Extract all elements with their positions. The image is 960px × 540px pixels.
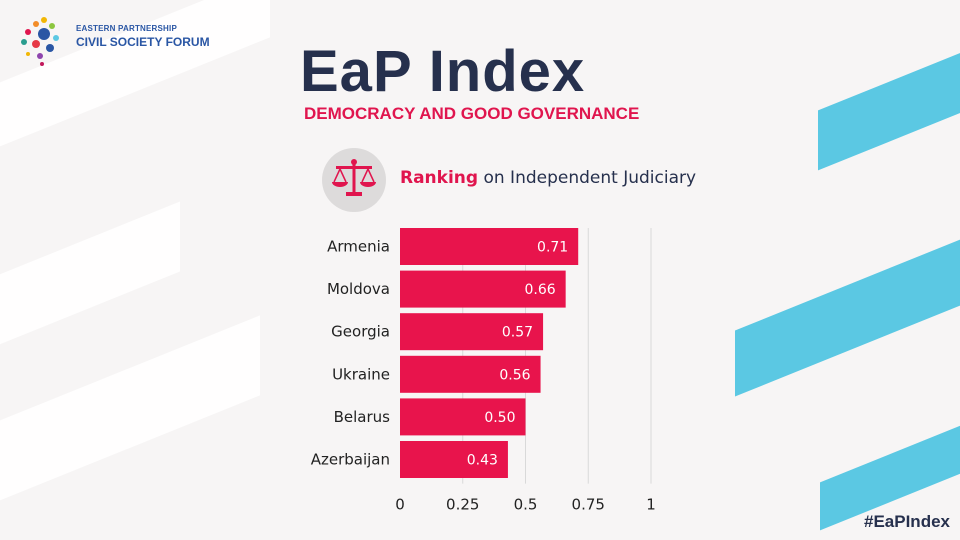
hashtag: #EaPIndex [864, 512, 950, 531]
chart-heading-accent: Ranking [400, 168, 479, 188]
bar-azerbaijan [400, 441, 508, 478]
x-tick-label: 0.5 [514, 496, 538, 514]
category-label: Belarus [334, 408, 391, 426]
bar-ukraine [400, 355, 541, 393]
category-label: Moldova [327, 280, 390, 298]
category-label: Georgia [331, 323, 390, 341]
page-title: EaP Index [300, 39, 586, 104]
org-name-line2: CIVIL SOCIETY FORUM [76, 35, 210, 49]
value-label: 0.56 [499, 367, 530, 383]
chart-heading: Ranking on Independent Judiciary [400, 168, 696, 188]
org-name-line1: EASTERN PARTNERSHIP [76, 24, 177, 33]
value-label: 0.57 [502, 325, 533, 341]
category-label: Armenia [327, 238, 390, 256]
bar-belarus [400, 398, 526, 436]
value-label: 0.66 [524, 282, 555, 298]
value-label: 0.43 [467, 453, 498, 469]
category-label: Ukraine [332, 365, 390, 383]
value-label: 0.50 [484, 410, 515, 426]
bar-georgia [400, 313, 544, 351]
x-tick-label: 0.75 [572, 496, 605, 514]
scales-badge [322, 148, 386, 212]
chart-heading-rest: on Independent Judiciary [478, 168, 697, 188]
bar-moldova [400, 270, 566, 308]
org-name: EASTERN PARTNERSHIP CIVIL SOCIETY FORUM [76, 24, 210, 49]
bar-armenia [400, 228, 579, 265]
scales-of-justice-icon [332, 159, 376, 196]
x-tick-label: 0.25 [446, 496, 479, 514]
x-tick-label: 1 [646, 496, 656, 514]
category-label: Azerbaijan [311, 451, 390, 469]
page-subtitle: DEMOCRACY AND GOOD GOVERNANCE [304, 104, 640, 123]
eap-csf-logo-icon [21, 17, 59, 66]
x-tick-label: 0 [395, 496, 405, 514]
value-label: 0.71 [537, 240, 568, 256]
